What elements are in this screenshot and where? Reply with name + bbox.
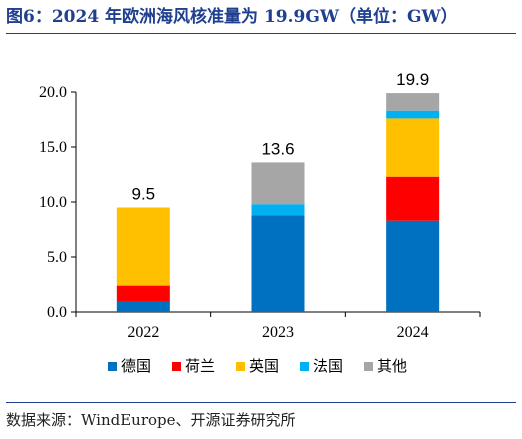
bar-segment-2022-1 [116,285,170,301]
figure-title: 图6：2024 年欧洲海风核准量为 19.9GW（单位：GW） [6,7,458,27]
bar-segment-2024-4 [386,93,440,111]
bar-segment-2024-3 [386,110,440,119]
total-label: 9.5 [132,185,156,204]
bar-segment-2024-2 [386,118,440,177]
legend-swatch [364,362,373,371]
bar-segment-2024-0 [386,220,440,312]
y-tick-label: 0.0 [47,304,67,321]
total-label: 19.9 [396,70,429,89]
bar-segment-2024-1 [386,176,440,221]
y-tick-label: 5.0 [47,249,67,266]
legend-swatch [172,362,181,371]
y-tick-label: 15.0 [39,139,67,156]
legend-swatch [108,362,117,371]
legend-swatch [236,362,245,371]
bar-segment-2022-0 [116,301,170,312]
legend-swatch [300,362,309,371]
y-tick-label: 10.0 [39,194,67,211]
legend-label: 德国 [121,357,151,375]
source-rule [6,402,516,403]
bar-segment-2023-3 [251,204,305,216]
bar-segment-2023-4 [251,162,305,205]
y-tick-label: 20.0 [39,84,67,101]
x-tick-label: 2022 [127,324,159,341]
title-rule [6,33,516,34]
x-tick-label: 2024 [397,324,429,341]
source-note: 数据来源：WindEurope、开源证券研究所 [6,411,296,429]
legend-label: 法国 [313,357,343,375]
legend-label: 荷兰 [185,357,215,375]
legend-label: 英国 [249,357,279,375]
bar-segment-2023-0 [251,215,305,312]
legend-label: 其他 [377,357,407,375]
x-tick-label: 2023 [262,324,294,341]
total-label: 13.6 [261,139,294,158]
bar-segment-2022-2 [116,207,170,286]
